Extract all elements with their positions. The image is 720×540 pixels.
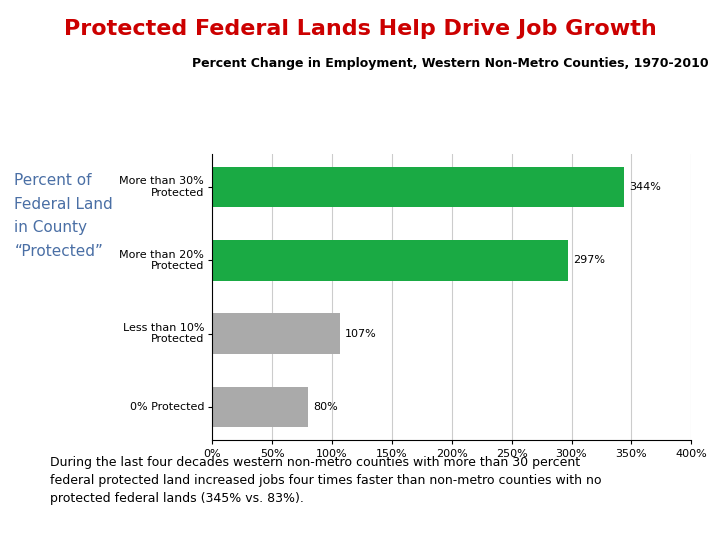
Text: 344%: 344% <box>629 182 661 192</box>
Text: During the last four decades western non-metro counties with more than 30 percen: During the last four decades western non… <box>50 456 602 505</box>
Text: Percent Change in Employment, Western Non-Metro Counties, 1970-2010: Percent Change in Employment, Western No… <box>192 57 708 70</box>
Text: 297%: 297% <box>572 255 605 265</box>
Text: Protected Federal Lands Help Drive Job Growth: Protected Federal Lands Help Drive Job G… <box>63 19 657 39</box>
Bar <box>212 314 341 354</box>
Text: 80%: 80% <box>313 402 338 412</box>
Bar <box>212 240 568 280</box>
Text: 107%: 107% <box>346 329 377 339</box>
Text: Percent of
Federal Land
in County
“Protected”: Percent of Federal Land in County “Prote… <box>14 173 113 259</box>
Bar <box>212 167 624 207</box>
Bar <box>212 387 308 427</box>
